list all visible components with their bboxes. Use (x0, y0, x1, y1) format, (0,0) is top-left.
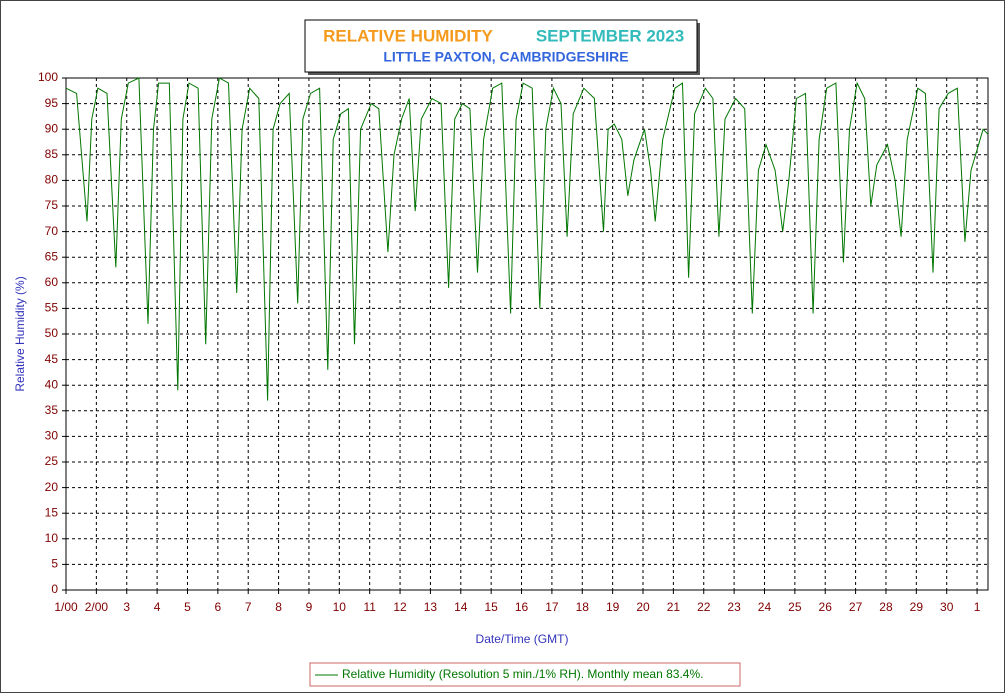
x-tick-label: 12 (393, 600, 407, 614)
x-tick-label: 15 (484, 600, 498, 614)
x-tick-label: 10 (333, 600, 347, 614)
x-tick-label: 29 (910, 600, 924, 614)
y-tick-label: 30 (45, 429, 59, 443)
x-tick-label: 30 (940, 600, 954, 614)
x-tick-label: 28 (879, 600, 893, 614)
y-tick-label: 45 (45, 352, 59, 366)
x-tick-label: 27 (849, 600, 863, 614)
x-tick-label: 14 (454, 600, 468, 614)
title-box (304, 19, 698, 73)
y-axis-label: Relative Humidity (%) (13, 276, 27, 391)
y-tick-label: 80 (45, 173, 59, 187)
x-tick-label: 5 (184, 600, 191, 614)
x-tick-label: 24 (758, 600, 772, 614)
x-tick-label: 21 (667, 600, 681, 614)
x-tick-label: 2/00 (85, 600, 109, 614)
x-tick-label: 1 (974, 600, 981, 614)
y-tick-label: 100 (38, 70, 58, 84)
x-tick-label: 26 (819, 600, 833, 614)
x-tick-label: 3 (123, 600, 130, 614)
x-tick-label: 4 (154, 600, 161, 614)
x-tick-label: 20 (636, 600, 650, 614)
series-line (65, 77, 989, 401)
x-tick-label: 19 (606, 600, 620, 614)
x-tick-label: 16 (515, 600, 529, 614)
x-tick-label: 23 (727, 600, 741, 614)
x-tick-label: 22 (697, 600, 711, 614)
chart-subtitle: LITTLE PAXTON, CAMBRIDGESHIRE (383, 49, 628, 65)
y-tick-label: 95 (45, 96, 59, 110)
x-tick-label: 17 (545, 600, 559, 614)
x-axis-label: Date/Time (GMT) (476, 632, 569, 646)
x-tick-label: 7 (245, 600, 252, 614)
x-tick-label: 11 (363, 600, 376, 614)
y-tick-label: 65 (45, 249, 59, 263)
y-tick-label: 90 (45, 121, 59, 135)
y-tick-label: 25 (45, 454, 59, 468)
chart-period: SEPTEMBER 2023 (536, 26, 684, 45)
y-tick-label: 20 (45, 480, 59, 494)
legend-label: Relative Humidity (Resolution 5 min./1% … (342, 667, 703, 681)
x-tick-label: 6 (215, 600, 222, 614)
x-tick-label: 18 (576, 600, 590, 614)
y-tick-label: 5 (51, 557, 58, 571)
chart-title: RELATIVE HUMIDITY (323, 26, 493, 45)
plot-border (65, 77, 989, 591)
x-tick-label: 25 (788, 600, 802, 614)
y-tick-label: 85 (45, 147, 59, 161)
y-tick-label: 35 (45, 403, 59, 417)
x-tick-label: 13 (424, 600, 438, 614)
legend-box (309, 662, 741, 687)
y-tick-label: 10 (45, 531, 59, 545)
y-tick-label: 75 (45, 198, 59, 212)
y-tick-label: 15 (45, 505, 59, 519)
x-tick-label: 8 (275, 600, 282, 614)
x-tick-label: 1/00 (54, 600, 78, 614)
y-tick-label: 55 (45, 301, 59, 315)
y-tick-label: 60 (45, 275, 59, 289)
x-tick-label: 9 (306, 600, 313, 614)
y-tick-label: 70 (45, 224, 59, 238)
y-tick-label: 50 (45, 326, 59, 340)
y-tick-label: 40 (45, 377, 59, 391)
y-tick-label: 0 (51, 582, 58, 596)
